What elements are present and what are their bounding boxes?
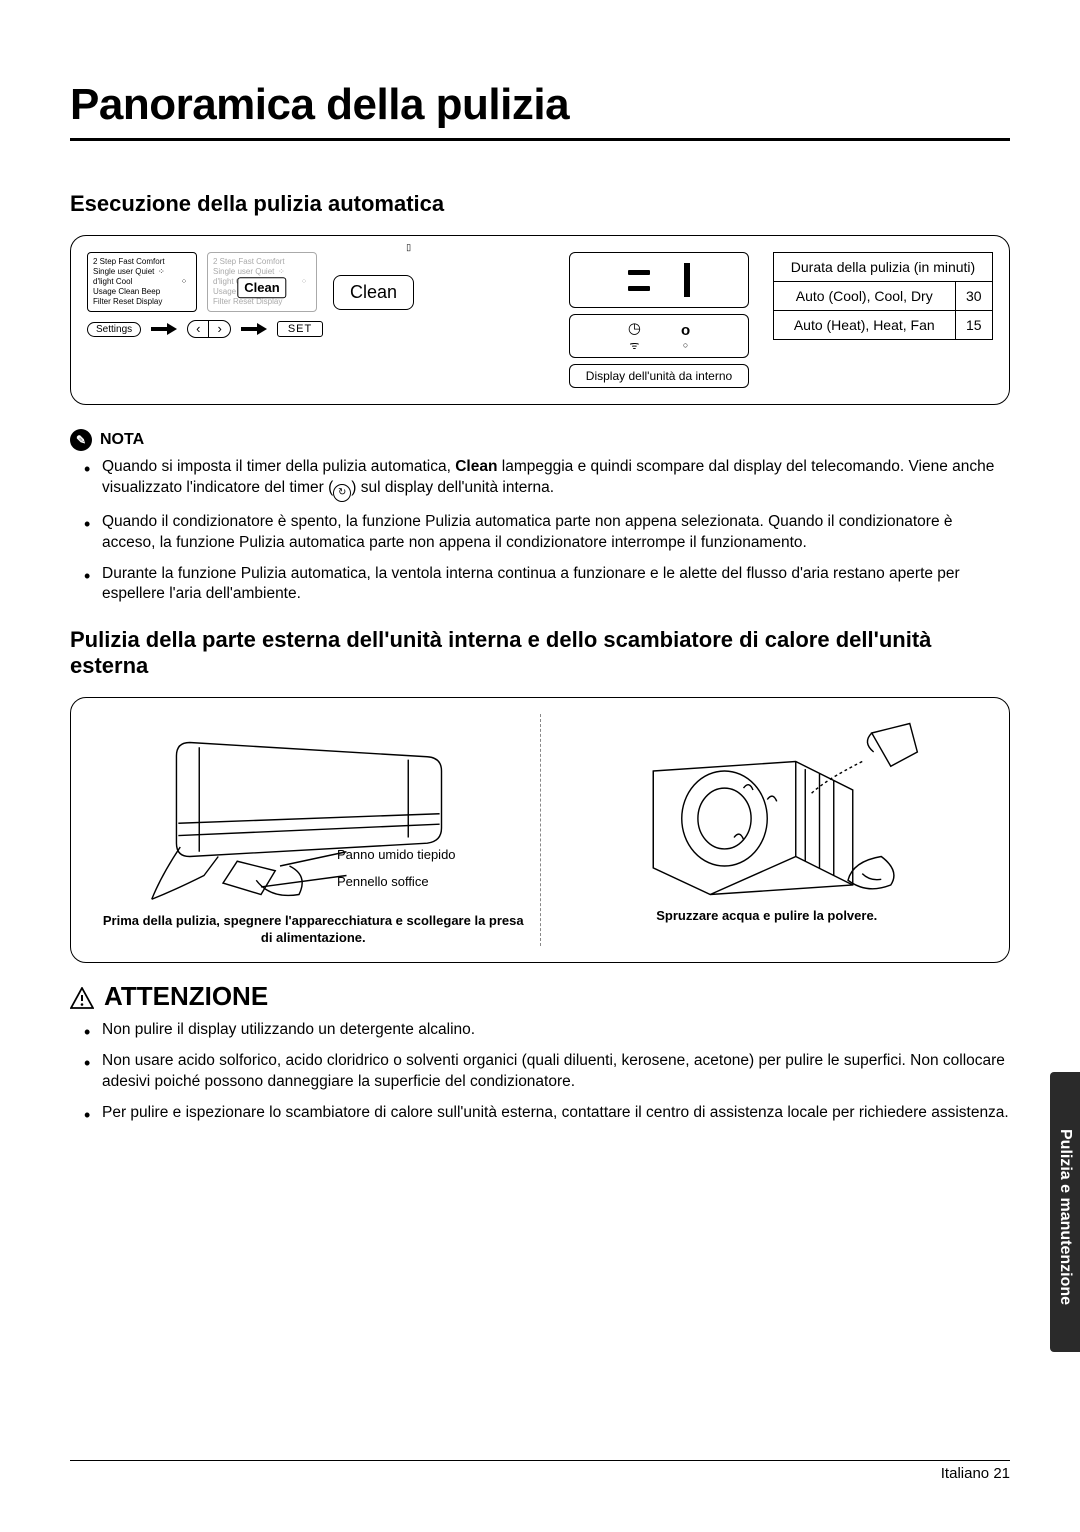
indoor-display-diagram: ◷ ᯤ o ○ Display dell'unità da interno	[559, 252, 759, 388]
arrow-icon	[241, 325, 267, 333]
auto-clean-panel: 2 Step Fast Comfort Single user Quiet⁘ d…	[70, 235, 1010, 405]
timer-icon: ◷	[628, 319, 641, 337]
arrow-icon	[151, 325, 177, 333]
page-footer: Italiano 21	[70, 1460, 1010, 1482]
section-tab: Pulizia e manutenzione	[1050, 1072, 1080, 1352]
table-row: Auto (Heat), Heat, Fan 15	[774, 311, 993, 340]
nota-heading: ✎ NOTA	[70, 429, 1010, 451]
indoor-display-label: Display dell'unità da interno	[569, 364, 749, 388]
set-button[interactable]: SET	[277, 321, 323, 337]
cleaning-indoor-figure: Panno umido tiepido Pennello soffice Pri…	[87, 714, 541, 946]
warning-icon	[70, 987, 94, 1009]
duration-header: Durata della pulizia (in minuti)	[774, 253, 993, 282]
cleaning-figure-panel: Panno umido tiepido Pennello soffice Pri…	[70, 697, 1010, 963]
cloth-label: Panno umido tiepido	[337, 847, 456, 862]
cleaning-heading: Pulizia della parte esterna dell'unità i…	[70, 627, 1010, 679]
clean-overlay: Clean	[237, 277, 286, 299]
brush-label: Pennello soffice	[337, 874, 429, 889]
attention-heading: ATTENZIONE	[70, 981, 1010, 1012]
status-ring-icon: ○	[683, 340, 688, 350]
list-item: Per pulire e ispezionare lo scambiatore …	[102, 1103, 1010, 1124]
list-item: Quando il condizionatore è spento, la fu…	[102, 512, 1010, 554]
duration-table: Durata della pulizia (in minuti) Auto (C…	[773, 252, 993, 340]
outdoor-unit-illustration	[551, 714, 984, 904]
battery-icon: ▯	[406, 242, 411, 253]
remote-screen-ghost: 2 Step Fast Comfort Single user Quiet⁘ d…	[207, 252, 317, 312]
attention-list: Non pulire il display utilizzando un det…	[70, 1020, 1010, 1124]
nota-list: Quando si imposta il timer della pulizia…	[70, 457, 1010, 605]
display-icons: ◷ ᯤ o ○	[569, 314, 749, 358]
auto-clean-heading: Esecuzione della pulizia automatica	[70, 191, 1010, 217]
seven-segment-display	[569, 252, 749, 308]
indoor-unit-illustration	[97, 714, 530, 904]
remote-diagram: 2 Step Fast Comfort Single user Quiet⁘ d…	[87, 252, 545, 338]
indoor-caption: Prima della pulizia, spegnere l'apparecc…	[97, 913, 530, 946]
page-title: Panoramica della pulizia	[70, 80, 1010, 141]
clean-display: ▯ Clean	[333, 275, 414, 310]
list-item: Quando si imposta il timer della pulizia…	[102, 457, 1010, 502]
status-dot-icon: o	[681, 322, 690, 339]
remote-screen-active: 2 Step Fast Comfort Single user Quiet⁘ d…	[87, 252, 197, 312]
cleaning-outdoor-figure: Spruzzare acqua e pulire la polvere.	[541, 714, 994, 946]
note-icon: ✎	[70, 429, 92, 451]
outdoor-caption: Spruzzare acqua e pulire la polvere.	[656, 908, 877, 924]
list-item: Durante la funzione Pulizia automatica, …	[102, 564, 1010, 606]
list-item: Non usare acido solforico, acido cloridr…	[102, 1051, 1010, 1093]
left-right-buttons[interactable]: ‹›	[187, 320, 231, 338]
table-row: Auto (Cool), Cool, Dry 30	[774, 282, 993, 311]
wifi-icon: ᯤ	[629, 338, 639, 353]
settings-button[interactable]: Settings	[87, 322, 141, 337]
timer-icon: ↻	[333, 484, 351, 502]
list-item: Non pulire il display utilizzando un det…	[102, 1020, 1010, 1041]
